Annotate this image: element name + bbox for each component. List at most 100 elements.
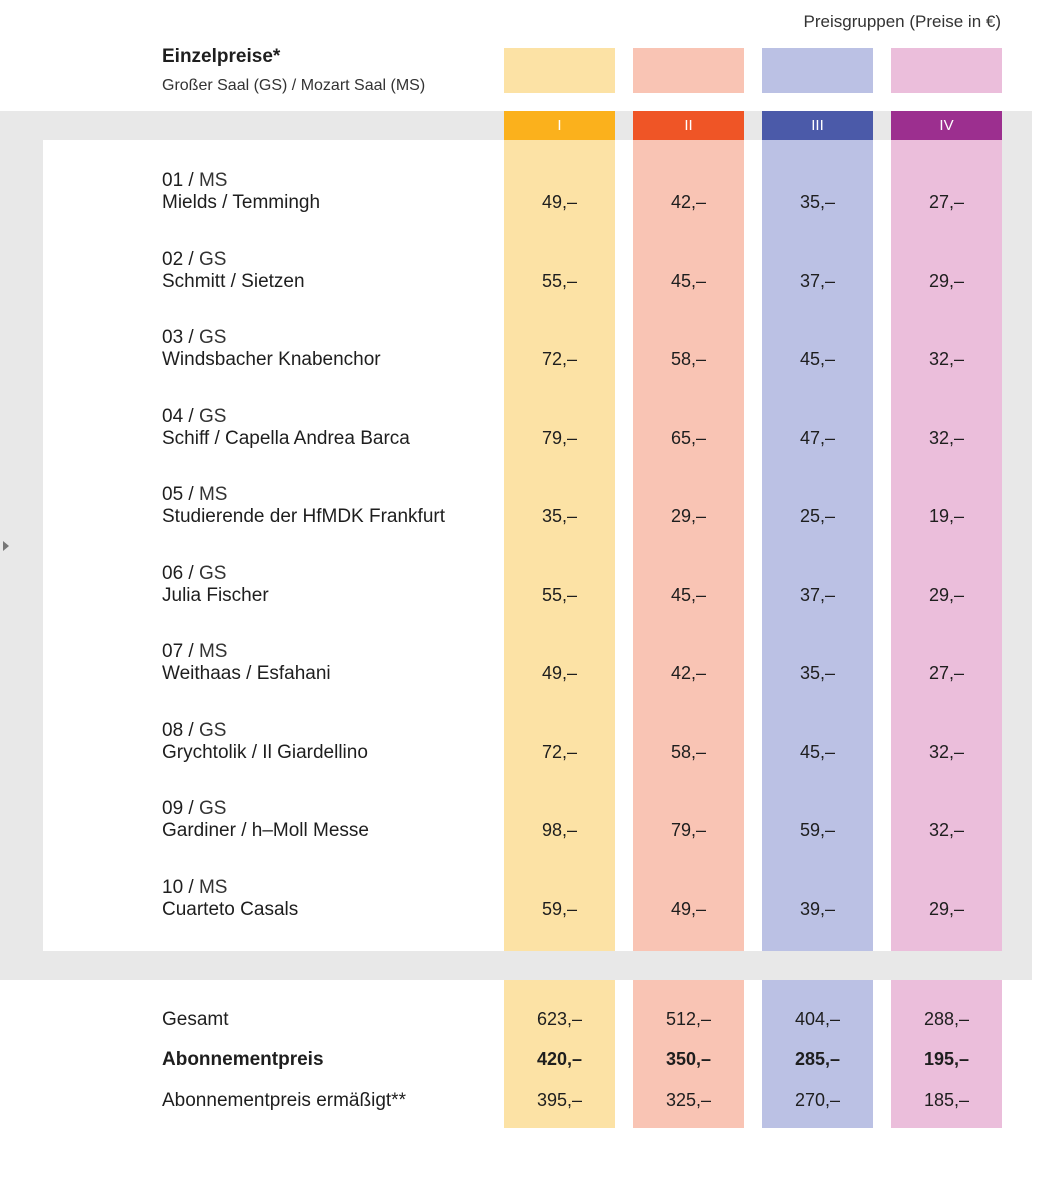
price-cell: 45,– — [670, 584, 707, 605]
concert-venue: GS — [198, 248, 227, 270]
table-title: Einzelpreise* — [162, 46, 281, 67]
concert-name: Studierende der HfMDK Frankfurt — [162, 506, 446, 527]
price-cell: 45,– — [799, 741, 836, 762]
price-cell: 59,– — [799, 820, 836, 840]
concert-index: 03 — [162, 327, 184, 348]
total-price-cell: 195,– — [923, 1049, 970, 1069]
total-price-cell: 350,– — [665, 1049, 712, 1069]
concert-venue: GS — [198, 798, 227, 819]
group-swatch-2 — [633, 48, 744, 93]
price-cell: 42,– — [670, 192, 707, 212]
concert-index: 10 — [162, 876, 184, 898]
price-cell: 58,– — [670, 741, 707, 762]
concert-number: 08 / GS — [162, 719, 227, 741]
concert-number: 02 / GS — [162, 248, 227, 270]
concert-number: 01 / MS — [162, 170, 228, 191]
concert-venue: GS — [198, 327, 227, 348]
concert-number: 07 / MS — [162, 641, 228, 662]
total-price-cell: 512,– — [665, 1009, 712, 1029]
concert-name: Julia Fischer — [162, 584, 269, 606]
concert-number: 05 / MS — [162, 484, 228, 505]
price-cell: 49,– — [541, 663, 578, 683]
concert-number: 06 / GS — [162, 562, 227, 584]
price-cell: 59,– — [541, 898, 578, 919]
price-cell: 35,– — [541, 506, 578, 526]
concert-row: 09 / GS Gardiner / h–Moll Messe — [162, 798, 502, 842]
total-price-cell: 420,– — [536, 1049, 583, 1069]
concert-name: Windsbacher Knabenchor — [162, 349, 381, 370]
price-cell: 32,– — [928, 820, 965, 840]
concert-number: 04 / GS — [162, 405, 227, 427]
concert-row: 05 / MS Studierende der HfMDK Frankfurt — [162, 484, 502, 528]
concert-index: 06 — [162, 562, 184, 584]
total-label: Abonnementpreis ermäßigt** — [162, 1090, 406, 1111]
concert-number: 03 / GS — [162, 327, 227, 348]
concert-name: Schmitt / Sietzen — [162, 270, 305, 292]
concert-venue: MS — [198, 170, 228, 191]
group-column-3 — [762, 140, 873, 951]
price-cell: 55,– — [541, 270, 578, 291]
concert-venue: GS — [198, 405, 227, 427]
total-price-cell: 404,– — [794, 1009, 841, 1029]
group-column-2 — [633, 140, 744, 951]
price-cell: 35,– — [799, 663, 836, 683]
concert-row: 02 / GS Schmitt / Sietzen — [162, 249, 502, 293]
price-cell: 72,– — [541, 349, 578, 369]
total-price-cell: 185,– — [923, 1090, 970, 1110]
group-tab-1: I — [504, 111, 615, 140]
concert-venue: MS — [198, 641, 228, 662]
total-price-cell: 395,– — [536, 1090, 583, 1110]
price-cell: 42,– — [670, 663, 707, 683]
concert-venue: GS — [198, 562, 227, 584]
price-cell: 45,– — [799, 349, 836, 369]
group-swatch-3 — [762, 48, 873, 93]
group-total-column-1 — [504, 980, 615, 1128]
price-cell: 29,– — [928, 898, 965, 919]
group-tab-4: IV — [891, 111, 1002, 140]
caret-right-icon — [3, 541, 9, 551]
price-cell: 29,– — [928, 270, 965, 291]
price-cell: 79,– — [670, 820, 707, 840]
concert-row: 03 / GS Windsbacher Knabenchor — [162, 327, 502, 371]
price-cell: 29,– — [670, 506, 707, 526]
price-cell: 32,– — [928, 741, 965, 762]
price-cell: 27,– — [928, 663, 965, 683]
concert-index: 07 — [162, 641, 184, 662]
price-cell: 29,– — [928, 584, 965, 605]
concert-name: Schiff / Capella Andrea Barca — [162, 427, 410, 449]
total-price-cell: 325,– — [665, 1090, 712, 1110]
price-cell: 49,– — [670, 898, 707, 919]
group-column-1 — [504, 140, 615, 951]
concert-row: 04 / GS Schiff / Capella Andrea Barca — [162, 406, 502, 450]
concert-index: 01 — [162, 170, 184, 191]
concert-index: 02 — [162, 248, 184, 270]
group-tab-3: III — [762, 111, 873, 140]
price-cell: 37,– — [799, 270, 836, 291]
price-cell: 49,– — [541, 192, 578, 212]
price-groups-note: Preisgruppen (Preise in €) — [803, 12, 1001, 31]
price-cell: 27,– — [928, 192, 965, 212]
concert-name: Grychtolik / Il Giardellino — [162, 741, 368, 763]
concert-name: Mields / Temmingh — [162, 192, 321, 213]
group-total-column-4 — [891, 980, 1002, 1128]
concert-number: 10 / MS — [162, 876, 228, 898]
price-cell: 45,– — [670, 270, 707, 291]
price-cell: 55,– — [541, 584, 578, 605]
total-label: Abonnementpreis — [162, 1049, 324, 1070]
concert-row: 08 / GS Grychtolik / Il Giardellino — [162, 720, 502, 764]
concert-index: 04 — [162, 405, 184, 427]
group-swatch-4 — [891, 48, 1002, 93]
concert-venue: MS — [198, 876, 228, 898]
price-cell: 65,– — [670, 427, 707, 448]
total-price-cell: 623,– — [536, 1009, 583, 1029]
concert-row: 01 / MS Mields / Temmingh — [162, 170, 502, 214]
concert-name: Weithaas / Esfahani — [162, 663, 331, 684]
concert-row: 07 / MS Weithaas / Esfahani — [162, 641, 502, 685]
group-tab-2: II — [633, 111, 744, 140]
total-price-cell: 270,– — [794, 1090, 841, 1110]
price-cell: 35,– — [799, 192, 836, 212]
concert-row: 10 / MS Cuarteto Casals — [162, 877, 502, 921]
group-swatch-1 — [504, 48, 615, 93]
concert-number: 09 / GS — [162, 798, 227, 819]
group-column-4 — [891, 140, 1002, 951]
